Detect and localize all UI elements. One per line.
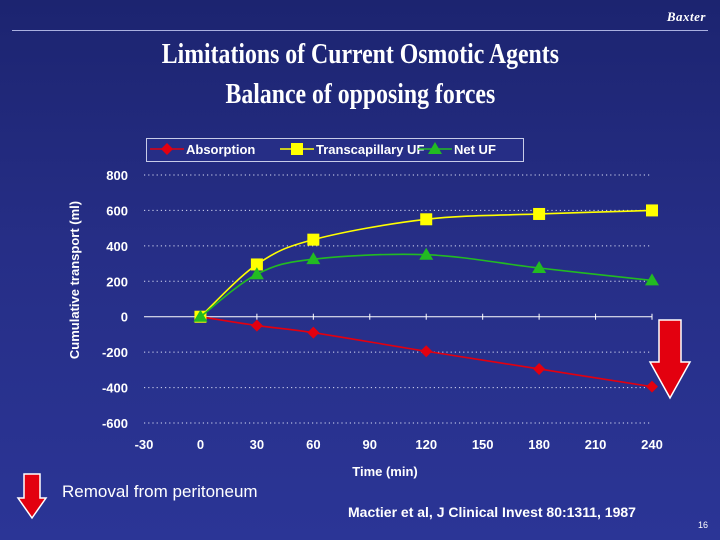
data-point bbox=[307, 326, 320, 339]
data-point bbox=[249, 267, 264, 280]
x-tick-label: 180 bbox=[528, 437, 550, 452]
legend-marker bbox=[161, 143, 173, 155]
x-tick-label: 210 bbox=[585, 437, 607, 452]
y-tick-label: 600 bbox=[106, 203, 128, 218]
y-tick-label: -400 bbox=[102, 381, 128, 396]
brand-logo: Baxter bbox=[666, 9, 706, 24]
legend-label: Transcapillary UF bbox=[316, 142, 424, 157]
slide-title-line2: Balance of opposing forces bbox=[225, 78, 496, 110]
x-tick-label: 0 bbox=[197, 437, 204, 452]
removal-label: Removal from peritoneum bbox=[62, 482, 258, 501]
series-line bbox=[199, 253, 653, 318]
data-point bbox=[533, 362, 546, 375]
legend-label: Net UF bbox=[454, 142, 496, 157]
x-tick-label: 90 bbox=[363, 437, 377, 452]
page-number: 16 bbox=[697, 520, 708, 530]
data-point bbox=[645, 273, 659, 286]
data-point bbox=[250, 258, 263, 271]
header-rule bbox=[12, 30, 708, 31]
removal-arrow-icon bbox=[16, 473, 48, 520]
down-arrow-icon bbox=[648, 319, 692, 400]
data-point bbox=[193, 309, 208, 322]
series-line bbox=[199, 209, 653, 318]
x-tick-label: 60 bbox=[306, 437, 320, 452]
chart-legend-box bbox=[146, 138, 524, 162]
data-point bbox=[532, 261, 547, 273]
y-tick-label: 0 bbox=[121, 310, 128, 325]
data-point bbox=[646, 204, 658, 217]
data-point bbox=[533, 207, 546, 220]
data-point bbox=[419, 247, 434, 260]
y-tick-label: 200 bbox=[106, 274, 128, 289]
y-tick-label: -200 bbox=[102, 345, 128, 360]
y-axis-label: Cumulative transport (ml) bbox=[67, 201, 82, 359]
data-point bbox=[646, 380, 658, 393]
data-point bbox=[250, 319, 263, 332]
data-point bbox=[306, 252, 321, 265]
x-tick-label: 240 bbox=[641, 437, 663, 452]
data-point bbox=[307, 233, 320, 246]
citation: Mactier et al, J Clinical Invest 80:1311… bbox=[348, 504, 636, 520]
x-tick-label: 150 bbox=[472, 437, 494, 452]
legend-label: Absorption bbox=[186, 142, 255, 157]
legend-marker bbox=[291, 143, 303, 155]
slide-title-line1: Limitations of Current Osmotic Agents bbox=[161, 38, 559, 70]
x-tick-label: -30 bbox=[135, 437, 154, 452]
y-tick-label: 400 bbox=[106, 239, 128, 254]
y-tick-label: 800 bbox=[106, 168, 128, 183]
x-tick-label: 120 bbox=[415, 437, 437, 452]
x-tick-label: 30 bbox=[250, 437, 264, 452]
data-point bbox=[420, 213, 433, 226]
legend-marker bbox=[428, 142, 442, 154]
data-point bbox=[420, 345, 433, 358]
y-tick-label: -600 bbox=[102, 416, 128, 431]
x-axis-label: Time (min) bbox=[352, 464, 418, 479]
